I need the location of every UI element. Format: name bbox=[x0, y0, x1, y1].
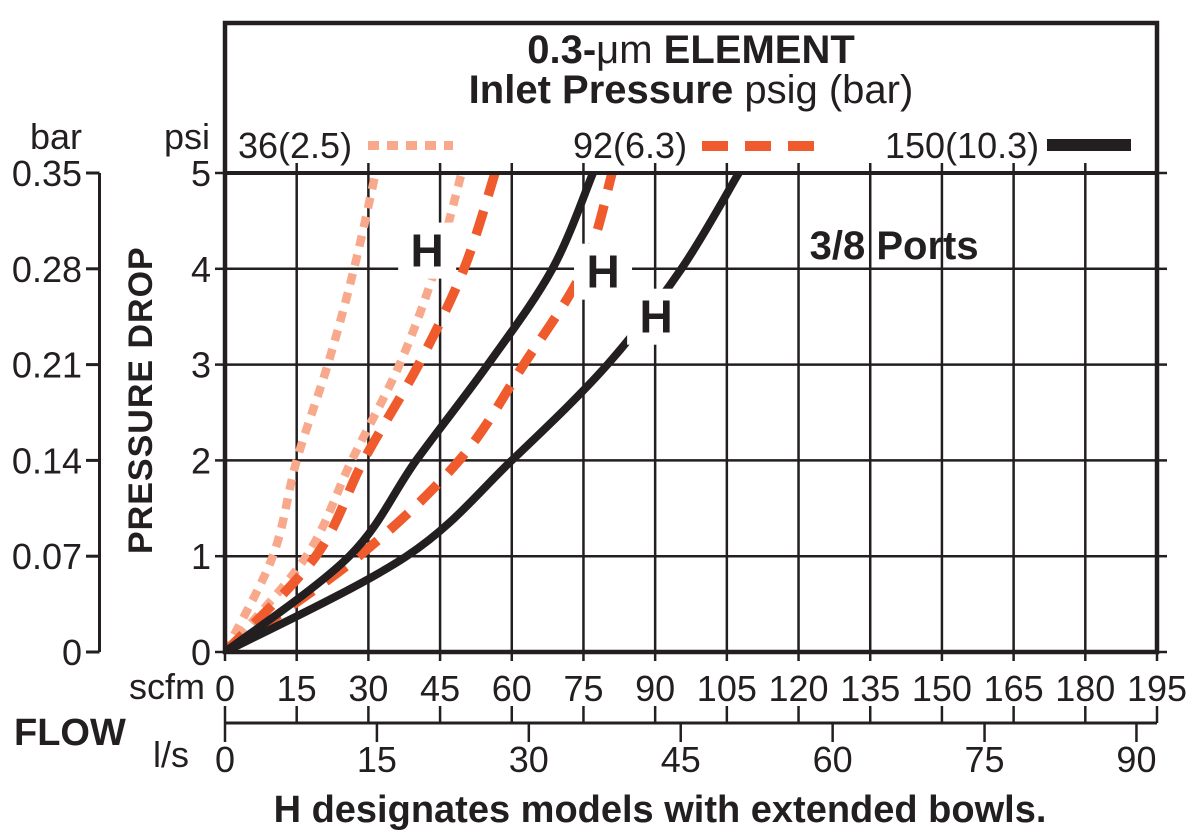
scfm-tick-label: 45 bbox=[420, 668, 460, 709]
curve-150psig-standard bbox=[225, 171, 597, 652]
h-marker-halo bbox=[398, 222, 457, 279]
curve-36psig-standard bbox=[225, 172, 380, 652]
chart-frame bbox=[222, 20, 1160, 655]
scfm-tick-label: 0 bbox=[215, 668, 235, 709]
psi-tick-label: 2 bbox=[191, 440, 211, 481]
ls-tick-label: 60 bbox=[813, 739, 853, 780]
scfm-tick-label: 15 bbox=[277, 668, 317, 709]
ls-axis-unit: l/s bbox=[153, 734, 189, 775]
bar-tick-label: 0.28 bbox=[12, 249, 82, 290]
title-inlet-pressure: Inlet Pressure bbox=[468, 68, 734, 112]
bar-tick-label: 0.07 bbox=[12, 536, 82, 577]
psi-axis-unit: psi bbox=[164, 116, 211, 157]
curve-92psig-standard bbox=[225, 171, 500, 652]
h-markers: H HH bbox=[398, 222, 686, 345]
scfm-tick-label: 30 bbox=[348, 668, 388, 709]
ls-tick-label: 30 bbox=[509, 739, 549, 780]
h-marker-36psig: H bbox=[411, 225, 444, 277]
legend-swatch-150psig-solid bbox=[1047, 139, 1131, 151]
scfm-tick-label: 105 bbox=[697, 668, 757, 709]
bar-axis-bracket: 0.35 0.28 0.21 0.14 0.07 0 bbox=[12, 153, 101, 673]
scfm-tick-label: 195 bbox=[1127, 668, 1187, 709]
ls-tick-label: 0 bbox=[215, 739, 235, 780]
bar-tick-label: 0.35 bbox=[12, 153, 82, 194]
curves bbox=[225, 171, 743, 652]
bar-tick-label: 0.14 bbox=[12, 440, 82, 481]
scfm-tick-label: 180 bbox=[1055, 668, 1115, 709]
scfm-tick-label: 75 bbox=[563, 668, 603, 709]
ls-tick-label: 45 bbox=[661, 739, 701, 780]
bar-tick-label: 0 bbox=[62, 632, 82, 673]
title-micron-unit: μm bbox=[596, 28, 653, 72]
ls-tick-label: 90 bbox=[1116, 739, 1156, 780]
title-psig-bar: psig (bar) bbox=[733, 68, 914, 112]
h-marker-halo bbox=[574, 243, 633, 300]
h-models-footnote: H designates models with extended bowls. bbox=[273, 789, 1047, 831]
psi-tick-label: 0 bbox=[191, 632, 211, 673]
bar-tick-label: 0.21 bbox=[12, 345, 82, 386]
legend-label-92psig: 92(6.3) bbox=[573, 125, 688, 166]
bar-axis-unit: bar bbox=[30, 116, 83, 157]
ls-tick-label: 75 bbox=[965, 739, 1005, 780]
legend-label-36psig: 36(2.5) bbox=[238, 125, 353, 166]
ls-ruler: 0 15 30 45 60 75 90 bbox=[215, 706, 1159, 780]
title-element: ELEMENT bbox=[652, 28, 855, 72]
psi-tick-label: 3 bbox=[191, 345, 211, 386]
curve-36psig-H bbox=[225, 171, 466, 652]
psi-tick-label: 5 bbox=[191, 153, 211, 194]
scfm-tick-label: 135 bbox=[840, 668, 900, 709]
scfm-tick-labels: 0 15 30 45 60 75 90 105 120 135 150 165 180 195 bbox=[215, 668, 1187, 709]
scfm-axis-unit: scfm bbox=[129, 666, 205, 707]
psi-tick-labels: 5 4 3 2 1 0 bbox=[191, 153, 211, 673]
pressure-drop-axis-title: PRESSURE DROP bbox=[122, 246, 160, 554]
flow-axis-title: FLOW bbox=[14, 712, 126, 754]
h-marker-150psig: H bbox=[639, 291, 672, 343]
scfm-tick-label: 165 bbox=[984, 668, 1044, 709]
ports-annotation: 3/8 Ports bbox=[810, 224, 979, 268]
h-marker-halo bbox=[627, 288, 686, 345]
legend-swatch-92psig-dashed bbox=[702, 141, 816, 151]
curve-150psig-H bbox=[225, 171, 743, 652]
psi-tick-label: 1 bbox=[191, 536, 211, 577]
scfm-tick-label: 60 bbox=[492, 668, 532, 709]
chart-title-line1: 0.3-μm ELEMENT bbox=[225, 28, 1157, 72]
grid bbox=[225, 173, 1157, 652]
scfm-tick-label: 120 bbox=[768, 668, 828, 709]
scfm-tick-label: 90 bbox=[635, 668, 675, 709]
h-marker-92psig: H bbox=[586, 246, 619, 298]
legend-label-150psig: 150(10.3) bbox=[885, 125, 1040, 166]
outer-border bbox=[222, 20, 1160, 655]
title-size: 0.3- bbox=[527, 28, 597, 72]
scfm-tick-label: 150 bbox=[912, 668, 972, 709]
ls-tick-label: 15 bbox=[357, 739, 397, 780]
chart-title-line2: Inlet Pressure psig (bar) bbox=[225, 68, 1157, 112]
legend-swatch-36psig-dotted bbox=[368, 141, 453, 150]
psi-tick-label: 4 bbox=[191, 249, 211, 290]
